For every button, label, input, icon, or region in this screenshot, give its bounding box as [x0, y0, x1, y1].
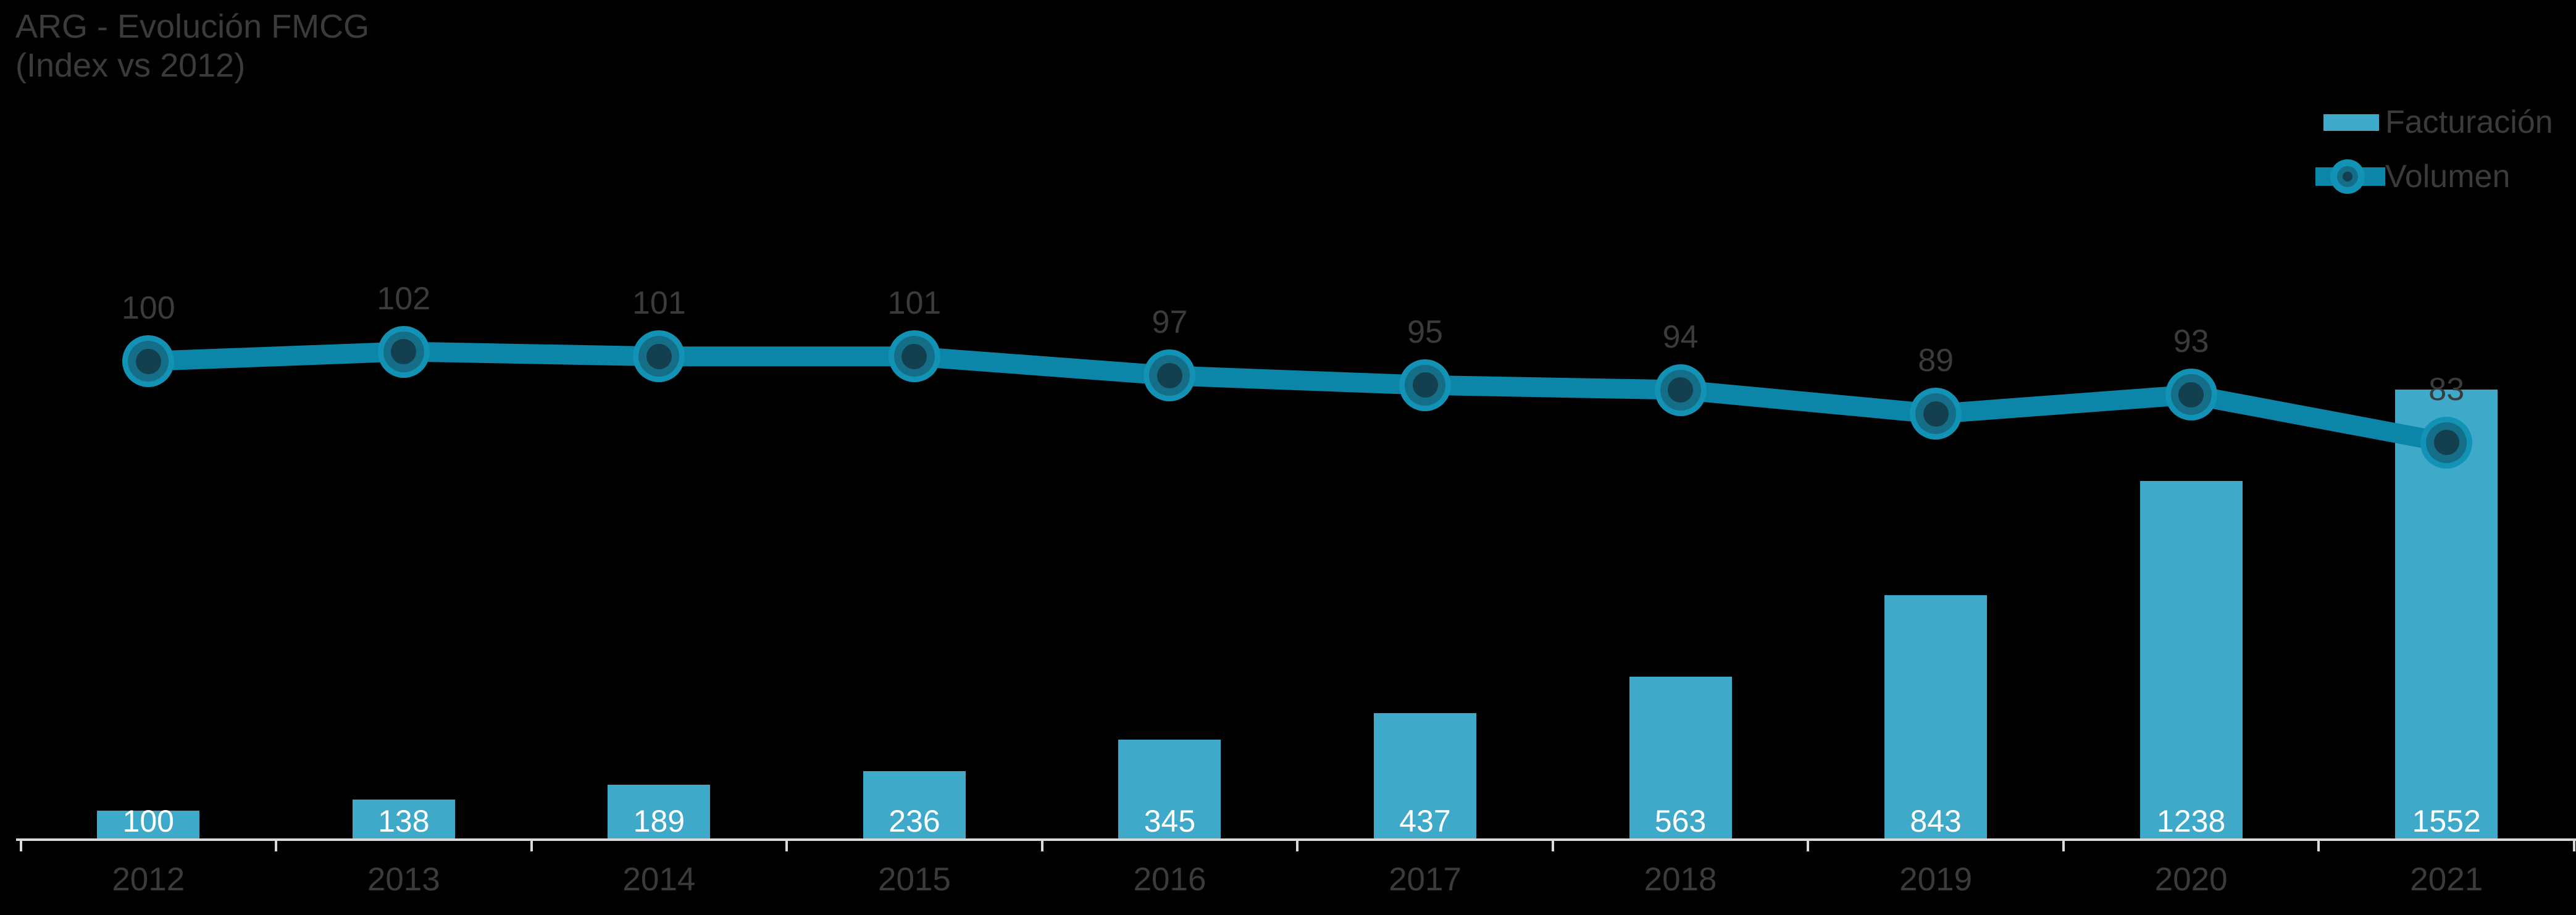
- legend-item-facturacion: Facturación: [2315, 104, 2553, 141]
- volume-value-label-2015: 101: [887, 285, 942, 322]
- volume-marker-dot-2013: [391, 339, 417, 364]
- bar-value-label-2012: 100: [122, 804, 174, 838]
- x-axis-tick: [2062, 840, 2065, 851]
- x-axis-tick: [19, 840, 22, 851]
- x-axis-label-2014: 2014: [622, 861, 696, 898]
- bar-2013: [352, 800, 455, 840]
- legend-marker-dot: [2343, 172, 2352, 182]
- volume-value-label-2018: 94: [1662, 319, 1699, 355]
- x-axis-tick: [1551, 840, 1554, 851]
- x-axis-tick: [1807, 840, 1810, 851]
- x-axis-label-2016: 2016: [1133, 861, 1206, 898]
- x-axis-tick: [2317, 840, 2320, 851]
- volume-marker-dot-2018: [1668, 377, 1694, 403]
- bar-swatch-icon: [2315, 104, 2385, 141]
- volume-value-label-2014: 101: [632, 285, 686, 322]
- x-axis-tick: [530, 840, 533, 851]
- bar-value-label-2016: 345: [1144, 804, 1196, 838]
- x-axis-label-2013: 2013: [367, 861, 440, 898]
- bar-value-label-2015: 236: [889, 804, 940, 838]
- volume-line-path: [148, 341, 2449, 453]
- x-axis-tick: [1040, 840, 1043, 851]
- bar-2016: [1118, 740, 1221, 840]
- x-axis-label-2021: 2021: [2410, 861, 2483, 898]
- bar-value-label-2021: 1552: [2412, 804, 2481, 838]
- x-axis-label-2012: 2012: [112, 861, 185, 898]
- volume-value-label-2019: 89: [1918, 343, 1954, 379]
- volume-value-label-2016: 97: [1152, 304, 1188, 341]
- bar-value-label-2014: 189: [633, 804, 685, 838]
- chart-title-line2: (Index vs 2012): [15, 47, 246, 84]
- x-axis-label-2018: 2018: [1644, 861, 1717, 898]
- bar-2018: [1629, 677, 1732, 840]
- volume-marker-dot-2017: [1412, 372, 1438, 398]
- volume-marker-dot-2021: [2433, 430, 2459, 456]
- bar-2020: [2139, 481, 2243, 840]
- bar-value-label-2019: 843: [1910, 804, 1962, 838]
- x-axis-tick: [1296, 840, 1299, 851]
- volume-marker-dot-2016: [1156, 362, 1182, 388]
- x-axis-line: [16, 838, 2576, 841]
- volume-value-label-2012: 100: [121, 290, 175, 326]
- bar-2019: [1884, 595, 1988, 840]
- legend-label-volumen: Volumen: [2385, 159, 2511, 194]
- volume-value-label-2013: 102: [377, 280, 431, 317]
- volume-marker-dot-2014: [646, 343, 672, 369]
- legend-item-volumen: Volumen: [2315, 158, 2553, 195]
- bar-2012: [97, 811, 200, 840]
- chart-title-line1: ARG - Evolución FMCG: [15, 8, 370, 45]
- x-axis-tick: [275, 840, 278, 851]
- legend: Facturación Volumen: [2315, 104, 2553, 195]
- volume-marker-dot-2020: [2178, 382, 2204, 407]
- bar-2017: [1374, 713, 1477, 840]
- volume-marker-dot-2015: [901, 343, 927, 369]
- x-axis-tick: [2573, 840, 2575, 851]
- volume-marker-dot-2012: [135, 348, 161, 374]
- x-axis-label-2019: 2019: [1899, 861, 1973, 898]
- bar-2015: [863, 771, 966, 840]
- bar-value-label-2017: 437: [1399, 804, 1451, 838]
- bar-value-label-2018: 563: [1654, 804, 1707, 838]
- volume-value-label-2017: 95: [1407, 314, 1443, 350]
- x-axis-label-2015: 2015: [877, 861, 951, 898]
- chart-title: ARG - Evolución FMCG (Index vs 2012): [15, 7, 369, 85]
- legend-label-facturacion: Facturación: [2385, 104, 2553, 140]
- bar-swatch-rect: [2323, 114, 2379, 131]
- x-axis-label-2020: 2020: [2154, 861, 2228, 898]
- volume-marker-dot-2019: [1923, 401, 1949, 427]
- volume-value-label-2021: 83: [2428, 371, 2465, 407]
- bar-2014: [608, 785, 711, 840]
- bar-value-label-2013: 138: [378, 804, 430, 838]
- x-axis-label-2017: 2017: [1389, 861, 1462, 898]
- line-marker-swatch-icon: [2315, 158, 2385, 195]
- x-axis-tick: [785, 840, 788, 851]
- volume-value-label-2020: 93: [2173, 324, 2209, 360]
- bar-value-label-2020: 1238: [2157, 804, 2226, 838]
